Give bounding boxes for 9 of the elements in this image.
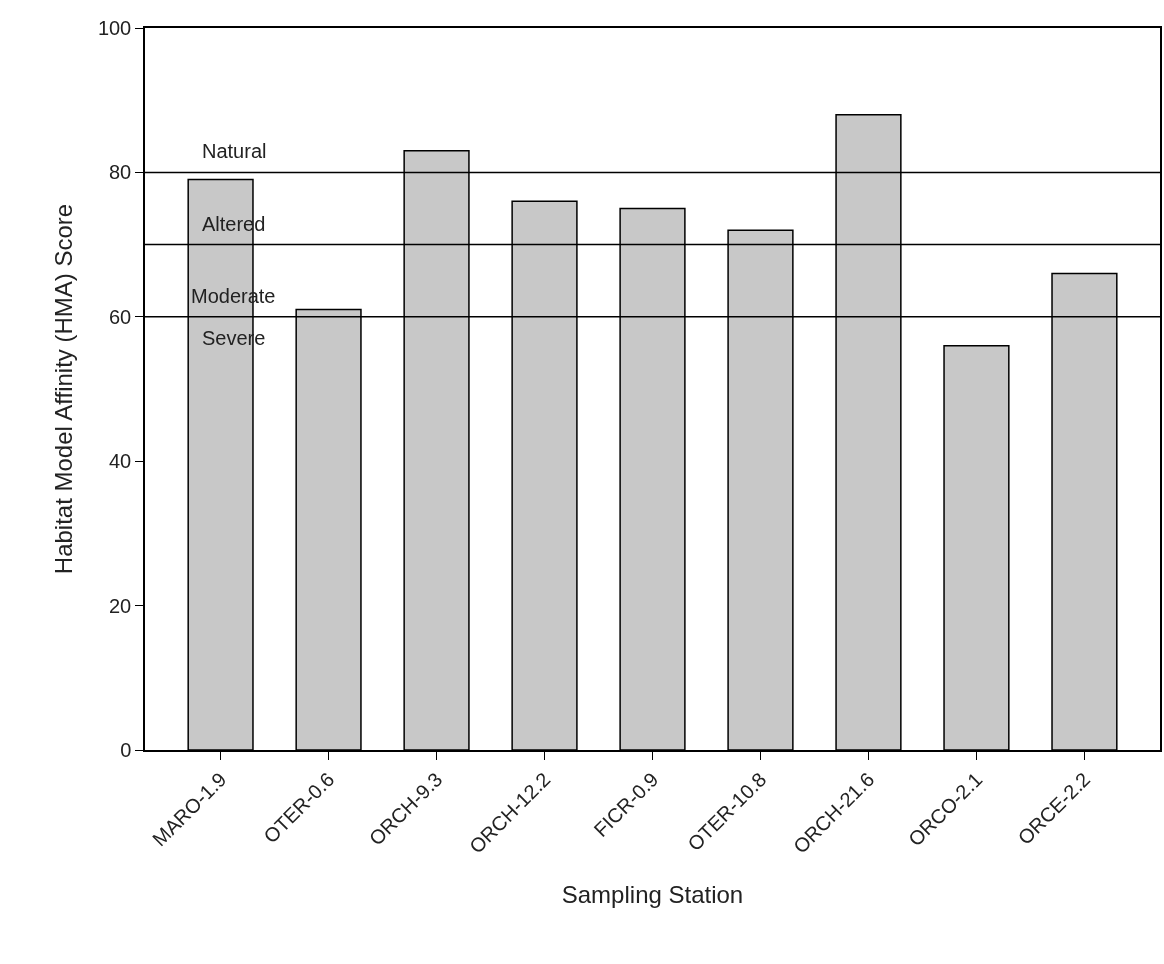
y-tick-label: 100 — [97, 17, 132, 39]
y-tick-label: 60 — [109, 305, 132, 328]
y-tick-label: 20 — [109, 594, 132, 617]
y-tick-label: 80 — [109, 161, 132, 184]
y-axis-title: Habitat Model Affinity (HMA) Score — [50, 203, 78, 575]
y-tick-label: 0 — [120, 739, 132, 761]
x-axis-title: Sampling Station — [561, 881, 744, 909]
annotation: Natural — [202, 140, 267, 162]
y-tick-label: 40 — [109, 450, 132, 473]
